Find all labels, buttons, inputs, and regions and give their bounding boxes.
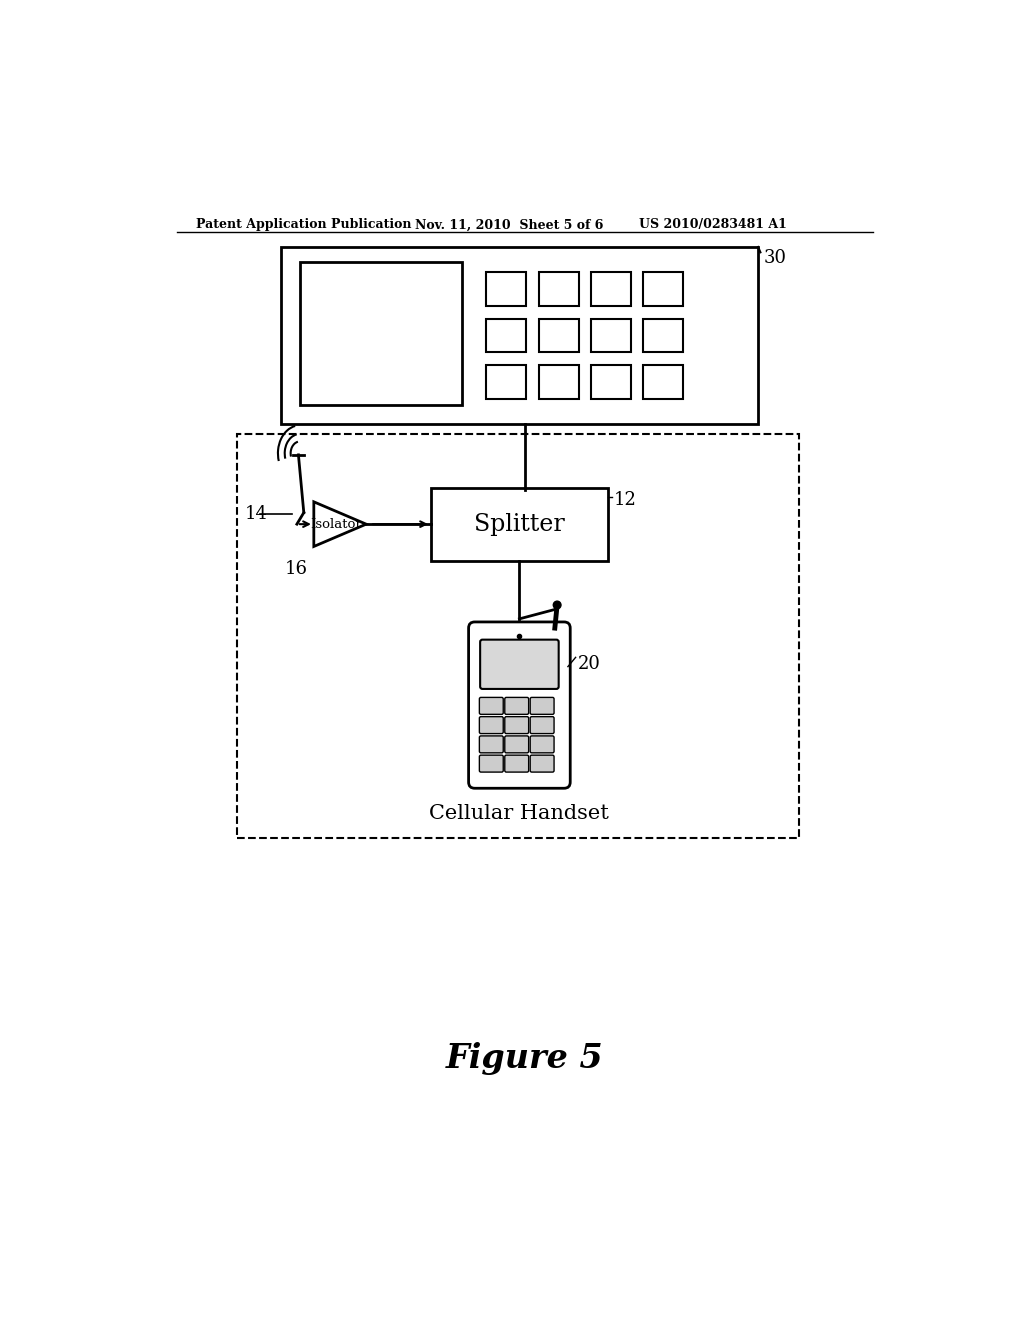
Bar [539, 364, 579, 399]
Bar [486, 272, 526, 306]
Bar [300, 263, 462, 405]
Bar [591, 364, 631, 399]
Text: 16: 16 [285, 561, 307, 578]
FancyBboxPatch shape [479, 697, 503, 714]
FancyBboxPatch shape [530, 755, 554, 772]
Bar [539, 318, 579, 352]
FancyBboxPatch shape [479, 737, 503, 752]
Bar [643, 364, 683, 399]
Text: 20: 20 [578, 655, 601, 673]
FancyBboxPatch shape [530, 737, 554, 752]
Bar [643, 272, 683, 306]
FancyBboxPatch shape [505, 717, 528, 734]
Text: 12: 12 [614, 491, 637, 510]
Bar [591, 318, 631, 352]
FancyBboxPatch shape [530, 697, 554, 714]
Bar [431, 488, 608, 561]
Text: Isolator: Isolator [310, 517, 362, 531]
FancyBboxPatch shape [480, 640, 559, 689]
FancyBboxPatch shape [479, 717, 503, 734]
Text: Figure 5: Figure 5 [445, 1043, 604, 1076]
Text: Splitter: Splitter [474, 513, 565, 536]
Polygon shape [313, 502, 367, 546]
Bar [643, 318, 683, 352]
Text: 14: 14 [245, 506, 267, 523]
FancyBboxPatch shape [505, 755, 528, 772]
Text: Cellular Handset: Cellular Handset [429, 804, 609, 822]
Bar [237, 434, 799, 838]
FancyBboxPatch shape [505, 737, 528, 752]
FancyBboxPatch shape [469, 622, 570, 788]
Bar [591, 272, 631, 306]
FancyBboxPatch shape [479, 755, 503, 772]
Bar [539, 272, 579, 306]
Text: US 2010/0283481 A1: US 2010/0283481 A1 [639, 218, 786, 231]
Text: Patent Application Publication: Patent Application Publication [196, 218, 412, 231]
Text: Nov. 11, 2010  Sheet 5 of 6: Nov. 11, 2010 Sheet 5 of 6 [416, 218, 604, 231]
Circle shape [553, 601, 561, 609]
Bar [486, 364, 526, 399]
Text: 30: 30 [764, 249, 786, 267]
FancyBboxPatch shape [530, 717, 554, 734]
Bar [281, 247, 758, 424]
FancyBboxPatch shape [505, 697, 528, 714]
Bar [486, 318, 526, 352]
